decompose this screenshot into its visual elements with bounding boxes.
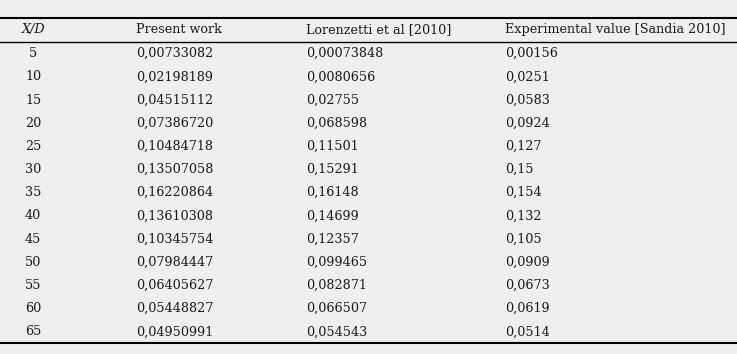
Text: 0,068598: 0,068598 xyxy=(306,117,367,130)
Text: 0,00733082: 0,00733082 xyxy=(136,47,214,60)
Text: 0,04515112: 0,04515112 xyxy=(136,93,214,107)
Text: 0,10484718: 0,10484718 xyxy=(136,140,213,153)
Text: 0,132: 0,132 xyxy=(505,210,542,222)
Text: 0,127: 0,127 xyxy=(505,140,542,153)
Text: 55: 55 xyxy=(25,279,41,292)
Text: 0,099465: 0,099465 xyxy=(306,256,367,269)
Text: 0,066507: 0,066507 xyxy=(306,302,367,315)
Text: 0,154: 0,154 xyxy=(505,186,542,199)
Text: 0,14699: 0,14699 xyxy=(306,210,359,222)
Text: 0,05448827: 0,05448827 xyxy=(136,302,214,315)
Text: 0,0514: 0,0514 xyxy=(505,325,550,338)
Text: 35: 35 xyxy=(25,186,41,199)
Text: 0,16148: 0,16148 xyxy=(306,186,358,199)
Text: 0,06405627: 0,06405627 xyxy=(136,279,214,292)
Text: 0,02755: 0,02755 xyxy=(306,93,359,107)
Text: 15: 15 xyxy=(25,93,41,107)
Text: 0,00156: 0,00156 xyxy=(505,47,558,60)
Text: 0,0909: 0,0909 xyxy=(505,256,550,269)
Text: Experimental value [Sandia 2010]: Experimental value [Sandia 2010] xyxy=(505,23,725,36)
Text: 0,0924: 0,0924 xyxy=(505,117,550,130)
Text: 40: 40 xyxy=(25,210,41,222)
Text: 0,11501: 0,11501 xyxy=(306,140,358,153)
Text: 0,15291: 0,15291 xyxy=(306,163,359,176)
Text: 50: 50 xyxy=(25,256,41,269)
Text: 0,07386720: 0,07386720 xyxy=(136,117,214,130)
Text: Lorenzetti et al [2010]: Lorenzetti et al [2010] xyxy=(306,23,451,36)
Text: 0,082871: 0,082871 xyxy=(306,279,367,292)
Text: 0,0673: 0,0673 xyxy=(505,279,550,292)
Text: 0,16220864: 0,16220864 xyxy=(136,186,214,199)
Text: 60: 60 xyxy=(25,302,41,315)
Text: 0,02198189: 0,02198189 xyxy=(136,70,213,84)
Text: 10: 10 xyxy=(25,70,41,84)
Text: 0,105: 0,105 xyxy=(505,233,542,246)
Text: 0,04950991: 0,04950991 xyxy=(136,325,214,338)
Text: 0,0251: 0,0251 xyxy=(505,70,550,84)
Text: X/D: X/D xyxy=(21,23,45,36)
Text: 0,15: 0,15 xyxy=(505,163,534,176)
Text: 45: 45 xyxy=(25,233,41,246)
Text: 0,12357: 0,12357 xyxy=(306,233,359,246)
Text: 5: 5 xyxy=(29,47,38,60)
Text: 0,10345754: 0,10345754 xyxy=(136,233,214,246)
Text: 0,0583: 0,0583 xyxy=(505,93,550,107)
Text: 0,00073848: 0,00073848 xyxy=(306,47,383,60)
Text: 25: 25 xyxy=(25,140,41,153)
Text: 0,13610308: 0,13610308 xyxy=(136,210,213,222)
Text: 0,0619: 0,0619 xyxy=(505,302,550,315)
Text: 20: 20 xyxy=(25,117,41,130)
Text: 0,07984447: 0,07984447 xyxy=(136,256,214,269)
Text: 0,0080656: 0,0080656 xyxy=(306,70,375,84)
Text: Present work: Present work xyxy=(136,23,223,36)
Text: 30: 30 xyxy=(25,163,41,176)
Text: 0,054543: 0,054543 xyxy=(306,325,367,338)
Text: 65: 65 xyxy=(25,325,41,338)
Text: 0,13507058: 0,13507058 xyxy=(136,163,214,176)
